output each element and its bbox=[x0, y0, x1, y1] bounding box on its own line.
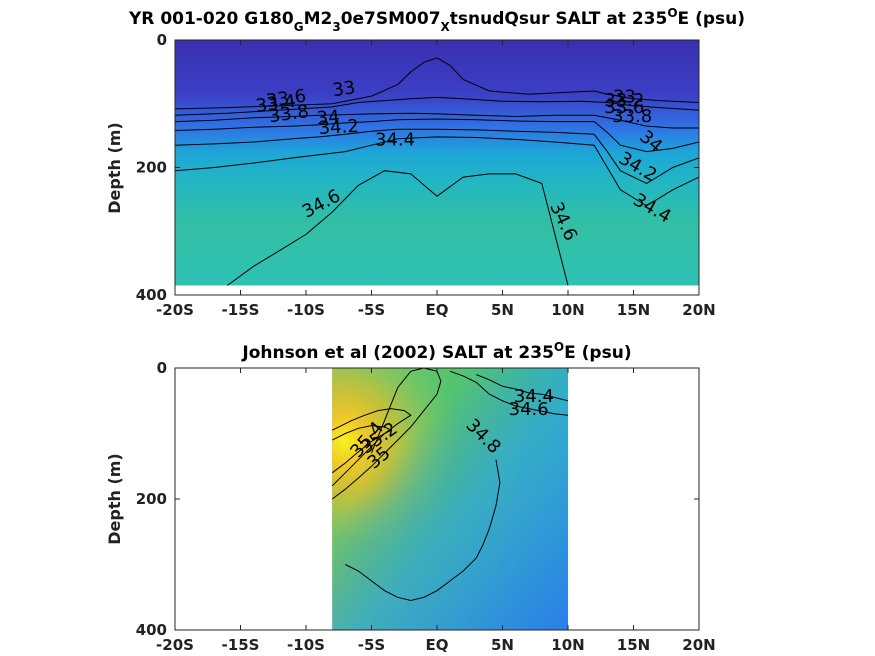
x-tick-label: 20N bbox=[682, 301, 715, 319]
contour-label: 34.4 bbox=[375, 130, 415, 151]
contour-label: 34.4 bbox=[514, 386, 554, 407]
x-tick-label: 5N bbox=[491, 636, 514, 654]
x-tick-label: 20N bbox=[682, 636, 715, 654]
observed-y-ticks: 0 200 400 bbox=[136, 359, 699, 639]
contour-line-33-8 bbox=[175, 112, 699, 129]
model-panel-title: YR 001-020 G180GM230e7SM007XtsnudQsur SA… bbox=[128, 6, 745, 34]
contour-label: 33 bbox=[331, 77, 357, 101]
observed-contour-lines bbox=[331, 368, 569, 602]
x-tick-label: -20S bbox=[156, 636, 194, 654]
observed-salinity-field bbox=[332, 368, 568, 630]
x-tick-label: EQ bbox=[426, 636, 449, 654]
contour-line-33 bbox=[175, 57, 699, 110]
contour-line-34-4 bbox=[476, 374, 569, 402]
observed-y-axis-label: Depth (m) bbox=[105, 453, 124, 545]
x-tick-label: -5S bbox=[358, 636, 385, 654]
contour-line-35 bbox=[331, 368, 442, 500]
model-y-axis-label: Depth (m) bbox=[105, 122, 124, 214]
observed-panel-title: Johnson et al (2002) SALT at 235OE (psu) bbox=[241, 340, 631, 363]
contour-line-34-6 bbox=[449, 370, 569, 416]
model-y-ticks: 0 200 400 bbox=[136, 31, 699, 304]
contour-label: 34.6 bbox=[509, 399, 549, 420]
x-tick-label: -15S bbox=[222, 301, 260, 319]
contour-label: 33.8 bbox=[612, 106, 652, 127]
observed-fresh-corner bbox=[332, 368, 568, 630]
contour-label: 33 bbox=[613, 86, 636, 107]
model-x-ticks: -20S -15S -10S -5S EQ 5N 10N 15N 20N bbox=[156, 40, 716, 319]
contour-label: 34.2 bbox=[318, 116, 359, 139]
x-tick-label: 15N bbox=[617, 301, 650, 319]
model-contour-lines bbox=[175, 57, 699, 286]
contour-line-34-4 bbox=[175, 136, 699, 207]
y-tick-label: 400 bbox=[136, 621, 167, 639]
observed-salinity-panel: Johnson et al (2002) SALT at 235OE (psu)… bbox=[105, 340, 716, 654]
x-tick-label: -15S bbox=[222, 636, 260, 654]
contour-line-34-6 bbox=[227, 170, 569, 286]
x-tick-label: EQ bbox=[426, 301, 449, 319]
model-salinity-field bbox=[175, 40, 699, 286]
observed-x-ticks: -20S -15S -10S -5S EQ 5N 10N 15N 20N bbox=[156, 368, 716, 654]
contour-line-34-2 bbox=[175, 128, 699, 184]
x-tick-label: -10S bbox=[287, 301, 325, 319]
contour-line-34 bbox=[175, 118, 699, 153]
y-tick-label: 0 bbox=[157, 359, 167, 377]
y-tick-label: 200 bbox=[136, 159, 167, 177]
model-salinity-panel: YR 001-020 G180GM230e7SM007XtsnudQsur SA… bbox=[105, 6, 745, 319]
contour-line-35-4 bbox=[331, 425, 393, 474]
contour-label: 34 bbox=[316, 106, 341, 129]
y-tick-label: 400 bbox=[136, 286, 167, 304]
x-tick-label: 15N bbox=[617, 636, 650, 654]
x-tick-label: 10N bbox=[551, 301, 584, 319]
contour-line-34-8 bbox=[345, 459, 501, 602]
x-tick-label: 5N bbox=[491, 301, 514, 319]
contour-label: 33.6 bbox=[604, 97, 644, 118]
y-tick-label: 0 bbox=[157, 31, 167, 49]
y-tick-label: 200 bbox=[136, 490, 167, 508]
contour-line-33-4 bbox=[175, 96, 699, 116]
x-tick-label: -20S bbox=[156, 301, 194, 319]
contour-line-35-2 bbox=[331, 408, 412, 487]
x-tick-label: -10S bbox=[287, 636, 325, 654]
x-tick-label: -5S bbox=[358, 301, 385, 319]
x-tick-label: 10N bbox=[551, 636, 584, 654]
contour-label: 33.2 bbox=[604, 90, 644, 111]
